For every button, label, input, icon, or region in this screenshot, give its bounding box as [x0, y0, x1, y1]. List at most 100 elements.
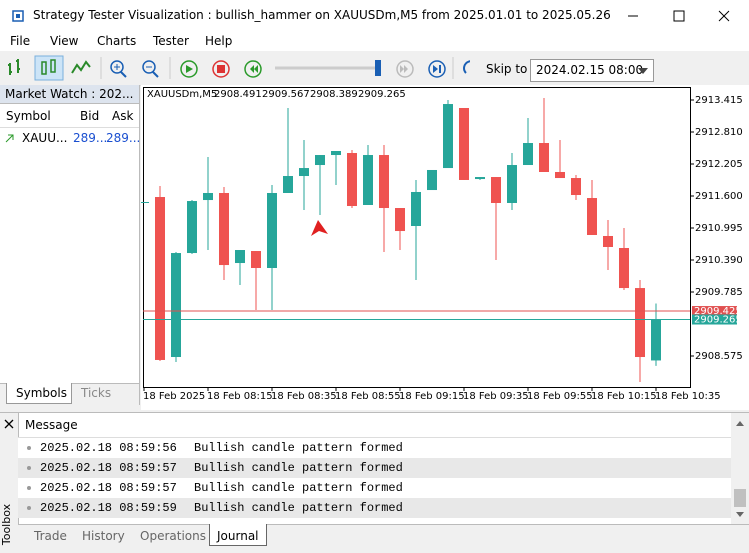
candle-body — [651, 319, 661, 361]
skip-to-input[interactable]: 2024.02.15 08:00 — [530, 59, 654, 82]
journal-message: Bullish candle pattern formed — [194, 441, 403, 455]
candle-body — [235, 250, 245, 264]
info-value: 2908.389 — [310, 89, 358, 100]
toolbox-tabs: Trade History Operations Journal — [18, 524, 749, 553]
x-tick-label: 18 Feb 08:35 — [271, 391, 337, 402]
x-tick-label: 18 Feb 2025 — [143, 391, 205, 402]
x-tick-label: 18 Feb 08:55 — [335, 391, 401, 402]
info-value: 2908.491 — [214, 89, 262, 100]
close-button[interactable] — [4, 419, 14, 429]
toolbar-icons[interactable] — [0, 51, 470, 85]
column-header: Symbol Bid Ask — [0, 105, 139, 128]
candle-body — [475, 177, 485, 180]
tab-label: Symbols — [16, 386, 67, 400]
tab-label: Journal — [217, 529, 259, 543]
candle-body — [299, 168, 309, 177]
menu-item[interactable]: Charts — [97, 34, 137, 48]
y-tick-label: 2912.810 — [695, 127, 743, 138]
toolbox: Toolbox Message 2025.02.18 08:59:56 Bulli… — [0, 412, 749, 553]
chart-symbol: XAUUSDm,M5 — [147, 89, 217, 100]
candle-body — [347, 153, 357, 207]
dropdown-arrow[interactable] — [637, 66, 649, 76]
bullet — [27, 486, 31, 490]
menu-item[interactable]: View — [50, 34, 79, 48]
y-tick-label: 2911.600 — [695, 191, 743, 202]
y-tick-label: 2913.415 — [695, 95, 743, 106]
bullet — [27, 446, 31, 450]
candle-body — [379, 155, 389, 209]
toolbox-label: Toolbox — [0, 503, 14, 546]
scrollbar-parts — [734, 421, 746, 517]
menu-bar: File View Charts Tester Help — [0, 32, 749, 51]
journal-row[interactable]: 2025.02.18 08:59:56 Bullish candle patter… — [18, 438, 731, 458]
panel-tabs: Symbols Ticks — [0, 383, 139, 406]
menu-item[interactable]: Tester — [153, 34, 189, 48]
journal-row[interactable]: 2025.02.18 08:59:57 Bullish candle patter… — [18, 458, 731, 478]
price-tag — [692, 314, 737, 325]
toolbar: Skip to 2024.02.15 08:00 — [0, 51, 749, 86]
chart: XAUUSDm,M5 2908.491 2909.567 2908.389 2909.… — [141, 85, 749, 410]
candle-body — [571, 178, 581, 196]
x-tick-label: 18 Feb 10:35 — [655, 391, 721, 402]
market-watch: Market Watch : 202... Symbol Bid Ask XAU… — [0, 85, 140, 406]
tab-label[interactable]: Operations — [140, 529, 206, 543]
y-tick-label: 2910.995 — [695, 223, 743, 234]
bullet — [27, 506, 31, 510]
menu-item[interactable]: File — [10, 34, 31, 48]
title-bar: Strategy Tester Visualization : bullish_… — [0, 0, 749, 32]
journal-time: 2025.02.18 08:59:57 — [40, 461, 177, 475]
signal-arrow — [311, 220, 328, 236]
candle-body — [427, 169, 437, 191]
tab-selected[interactable]: Symbols — [6, 383, 72, 404]
skip-to-value: 2024.02.15 08:00 — [536, 63, 644, 77]
candle-body — [315, 155, 325, 166]
plot-frame — [143, 87, 691, 388]
journal-row[interactable]: 2025.02.18 08:59:59 Bullish candle patter… — [18, 498, 731, 518]
journal-time: 2025.02.18 08:59:59 — [40, 501, 177, 515]
candle-body — [395, 208, 405, 232]
tab-label[interactable]: Ticks — [81, 386, 112, 400]
candle-body — [619, 248, 629, 289]
candle-body — [635, 288, 645, 358]
menu-item[interactable]: Help — [205, 34, 233, 48]
candle-body — [141, 201, 149, 203]
candle-body — [539, 143, 549, 172]
app-icon — [12, 10, 24, 22]
candle-body — [363, 155, 373, 206]
symbol-row[interactable]: XAUU... 289... 289... — [0, 128, 140, 148]
column-header[interactable]: Message — [25, 418, 78, 432]
bullet — [27, 466, 31, 470]
journal-row[interactable]: 2025.02.18 08:59:57 Bullish candle patter… — [18, 478, 731, 498]
candle-body — [171, 253, 181, 358]
window-controls[interactable] — [620, 0, 749, 32]
candle-body — [331, 150, 341, 156]
up-arrow — [5, 134, 14, 143]
scrollbar[interactable] — [731, 413, 749, 525]
y-tick-label: 2908.575 — [695, 351, 743, 362]
window-title: Strategy Tester Visualization : bullish_… — [33, 8, 611, 22]
candle-body — [267, 192, 277, 268]
column-label[interactable]: Ask — [112, 109, 134, 123]
column-label[interactable]: Bid — [80, 109, 100, 123]
y-tick-label: 2909.785 — [695, 287, 743, 298]
candle-body — [507, 165, 517, 203]
price-tag — [692, 306, 737, 317]
bid: 289... — [73, 131, 108, 145]
price-label: 2909.425 — [694, 306, 742, 317]
tab-selected[interactable]: Journal — [209, 524, 267, 546]
x-tick-label: 18 Feb 09:35 — [463, 391, 529, 402]
tab-label[interactable]: Trade — [34, 529, 67, 543]
panel-header: Market Watch : 202... — [0, 85, 139, 104]
info-value: 2909.567 — [262, 89, 310, 100]
journal-message: Bullish candle pattern formed — [194, 461, 403, 475]
journal-time: 2025.02.18 08:59:57 — [40, 481, 177, 495]
panel-title: Market Watch : 202... — [5, 87, 134, 101]
skip-to-label: Skip to — [486, 62, 528, 76]
y-tick-label: 2912.205 — [695, 159, 743, 170]
tab-label[interactable]: History — [82, 529, 125, 543]
column-label[interactable]: Symbol — [6, 109, 51, 123]
candle-body — [443, 104, 453, 169]
candle-body — [555, 171, 565, 179]
x-tick-label: 18 Feb 08:15 — [207, 391, 273, 402]
